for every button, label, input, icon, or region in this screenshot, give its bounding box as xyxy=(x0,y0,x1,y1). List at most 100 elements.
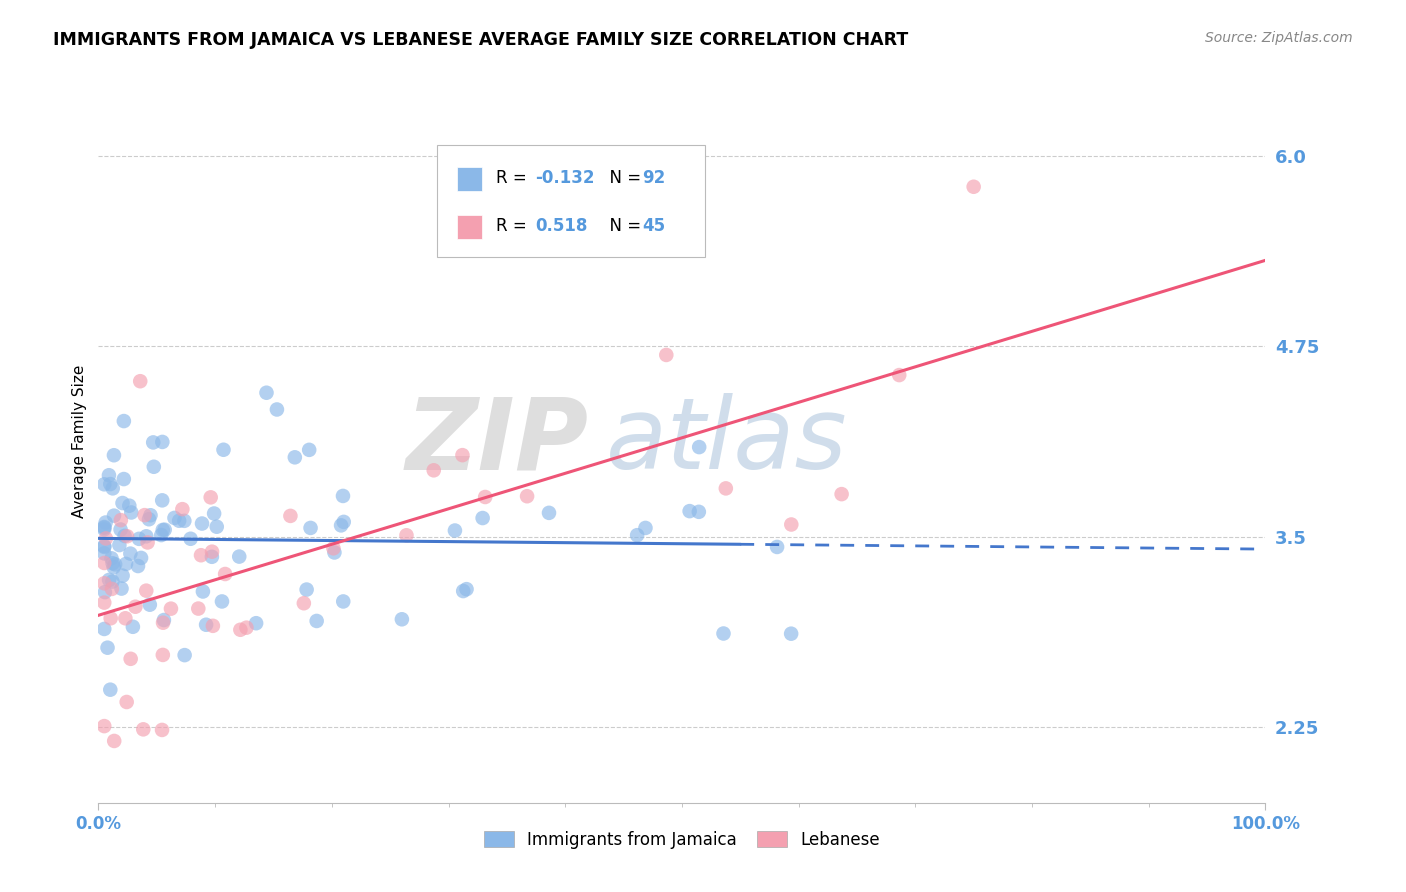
Point xyxy=(299,521,322,535)
Point xyxy=(110,523,132,537)
Text: N =: N = xyxy=(599,169,647,187)
Point xyxy=(128,532,150,546)
Point xyxy=(122,620,145,634)
Point xyxy=(202,507,225,521)
Point xyxy=(108,538,131,552)
Point xyxy=(200,491,222,505)
Point xyxy=(211,594,233,608)
Point xyxy=(93,539,115,553)
Point xyxy=(962,179,984,194)
Point xyxy=(332,515,354,529)
Point xyxy=(93,719,115,733)
Point xyxy=(97,468,120,483)
Point xyxy=(330,518,353,533)
Point xyxy=(152,648,174,662)
Text: 45: 45 xyxy=(643,218,665,235)
Point xyxy=(111,496,134,510)
Point xyxy=(103,734,125,748)
Point xyxy=(103,448,125,462)
Point xyxy=(780,517,803,532)
Point xyxy=(93,540,115,554)
Point xyxy=(180,532,202,546)
Point xyxy=(139,598,162,612)
Point xyxy=(142,435,165,450)
Legend: Immigrants from Jamaica, Lebanese: Immigrants from Jamaica, Lebanese xyxy=(484,830,880,848)
Point xyxy=(173,514,195,528)
Point xyxy=(153,523,176,537)
Point xyxy=(114,611,136,625)
Point xyxy=(205,520,228,534)
Point xyxy=(110,513,132,527)
Point xyxy=(150,528,173,542)
Point xyxy=(93,521,115,535)
Point xyxy=(201,619,224,633)
Point xyxy=(474,490,496,504)
Point xyxy=(295,582,318,597)
Point xyxy=(115,529,138,543)
Text: R =: R = xyxy=(496,218,533,235)
Point xyxy=(93,622,115,636)
Point xyxy=(172,502,194,516)
Text: Source: ZipAtlas.com: Source: ZipAtlas.com xyxy=(1205,31,1353,45)
Point xyxy=(152,523,174,537)
Point xyxy=(101,582,124,596)
Text: IMMIGRANTS FROM JAMAICA VS LEBANESE AVERAGE FAMILY SIZE CORRELATION CHART: IMMIGRANTS FROM JAMAICA VS LEBANESE AVER… xyxy=(53,31,908,49)
Point xyxy=(451,584,474,599)
Point xyxy=(191,584,214,599)
Point xyxy=(332,594,354,608)
Point xyxy=(292,596,315,610)
Point xyxy=(160,601,183,615)
Point xyxy=(456,582,478,596)
Point xyxy=(201,549,224,564)
Point xyxy=(93,596,115,610)
Point xyxy=(104,558,127,572)
Point xyxy=(134,508,156,523)
Point xyxy=(100,611,122,625)
Point xyxy=(284,450,307,465)
Point xyxy=(280,508,302,523)
Point xyxy=(391,612,413,626)
Point xyxy=(93,522,115,536)
Point xyxy=(422,463,444,477)
Point xyxy=(112,472,135,486)
Point xyxy=(100,551,122,566)
Point xyxy=(127,559,149,574)
Point xyxy=(142,459,165,474)
Point xyxy=(103,560,125,574)
Point xyxy=(98,573,121,587)
Point xyxy=(626,528,648,542)
Point xyxy=(713,626,735,640)
Point xyxy=(96,640,118,655)
Text: 92: 92 xyxy=(643,169,665,187)
Point xyxy=(152,615,174,630)
Point xyxy=(93,546,115,560)
Point xyxy=(98,682,121,697)
Point xyxy=(889,368,911,382)
Point xyxy=(94,532,117,546)
Point xyxy=(93,477,115,491)
Point xyxy=(101,574,124,589)
Point xyxy=(201,544,224,558)
FancyBboxPatch shape xyxy=(457,168,482,191)
Text: N =: N = xyxy=(599,218,647,235)
Point xyxy=(129,550,152,565)
Point xyxy=(444,524,467,538)
Point xyxy=(94,516,117,530)
Point xyxy=(634,521,657,535)
Point xyxy=(831,487,853,501)
Point xyxy=(266,402,288,417)
Point xyxy=(118,499,141,513)
Point xyxy=(129,374,152,388)
Point xyxy=(537,506,560,520)
Point xyxy=(93,576,115,591)
Point xyxy=(101,481,124,495)
Point xyxy=(112,414,135,428)
Point xyxy=(132,723,155,737)
Point xyxy=(120,506,142,520)
Point xyxy=(516,489,538,503)
Point xyxy=(688,505,710,519)
Point xyxy=(135,529,157,543)
Point xyxy=(451,448,474,462)
Text: ZIP: ZIP xyxy=(405,393,589,490)
Point xyxy=(195,617,218,632)
